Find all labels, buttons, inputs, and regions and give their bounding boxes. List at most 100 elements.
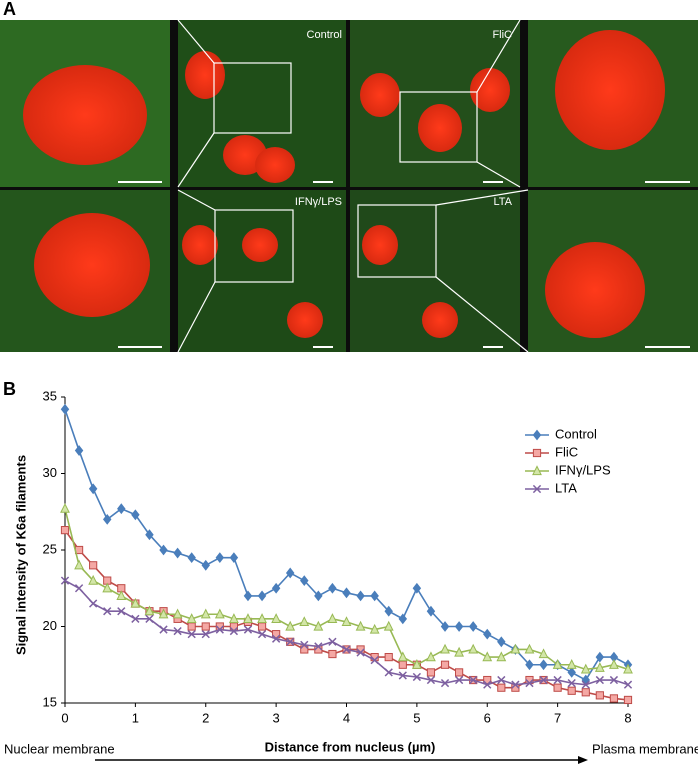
marker: [567, 686, 576, 695]
marker: [187, 630, 196, 639]
marker: [243, 613, 253, 623]
marker: [454, 675, 464, 685]
marker: [131, 614, 140, 623]
marker: [532, 465, 542, 476]
panel-label: A: [3, 0, 16, 19]
marker: [257, 613, 267, 623]
marker: [60, 403, 70, 415]
marker: [102, 582, 113, 593]
marker: [525, 678, 534, 688]
image-label: LTA: [493, 196, 512, 208]
marker: [440, 660, 450, 669]
y-tick-label: 25: [43, 541, 57, 556]
zoom-line: [476, 19, 521, 93]
marker: [201, 559, 210, 571]
marker: [88, 574, 99, 585]
marker: [173, 626, 182, 636]
marker: [243, 590, 253, 602]
marker: [103, 607, 112, 616]
marker: [88, 483, 98, 495]
image-label: Control: [307, 29, 342, 41]
marker: [74, 584, 84, 593]
marker: [117, 607, 126, 616]
marker: [412, 672, 422, 682]
image-label: FliC: [492, 29, 512, 41]
marker: [228, 613, 239, 623]
zoom-line: [177, 19, 215, 64]
marker: [468, 643, 479, 654]
marker: [580, 663, 591, 674]
marker: [145, 614, 154, 623]
marker: [313, 620, 324, 631]
y-axis-title: Signal intensity of K6a filaments: [13, 455, 28, 655]
series-line: [64, 408, 629, 682]
marker: [243, 625, 253, 634]
marker: [483, 680, 492, 689]
marker: [201, 622, 210, 631]
marker: [440, 621, 450, 632]
marker: [482, 651, 493, 662]
marker: [102, 513, 112, 525]
nucleus: [182, 225, 218, 265]
marker: [426, 675, 436, 685]
marker: [455, 668, 464, 677]
zoom-line: [435, 189, 529, 206]
marker: [145, 529, 154, 541]
inset-box: [399, 91, 478, 163]
inset-box: [357, 204, 437, 278]
marker: [341, 616, 352, 627]
legend-label: Control: [555, 426, 597, 441]
marker: [595, 675, 604, 685]
marker: [187, 552, 196, 564]
y-tick-label: 35: [43, 388, 57, 403]
image-label: IFNγ/LPS: [295, 196, 342, 208]
zoom-line: [177, 189, 216, 211]
marker: [327, 613, 338, 623]
marker: [130, 597, 141, 608]
marker: [539, 675, 548, 685]
marker: [483, 628, 492, 640]
marker: [552, 659, 563, 669]
marker: [214, 608, 225, 619]
nucleus: [362, 225, 398, 265]
marker: [131, 509, 140, 521]
nucleus: [422, 302, 458, 338]
x-tick-label: 4: [343, 710, 350, 725]
marker: [384, 653, 393, 662]
marker: [370, 590, 379, 602]
nucleus: [418, 104, 462, 152]
marker: [186, 613, 197, 623]
arrow-head: [578, 756, 588, 764]
marker: [328, 637, 337, 646]
y-tick-label: 30: [43, 465, 57, 480]
marker: [328, 582, 337, 594]
x-tick-label: 3: [273, 710, 280, 725]
marker: [158, 608, 169, 619]
marker: [532, 484, 542, 494]
marker: [468, 621, 478, 632]
marker: [383, 620, 394, 631]
marker: [609, 659, 619, 669]
marker: [539, 659, 548, 671]
marker: [496, 651, 507, 662]
marker: [215, 552, 225, 564]
marker: [440, 678, 450, 688]
marker: [426, 651, 436, 662]
marker: [342, 645, 351, 654]
marker: [566, 659, 577, 669]
nucleus: [470, 68, 510, 112]
marker: [623, 695, 633, 705]
marker: [532, 429, 542, 441]
marker: [609, 694, 619, 703]
legend-label: LTA: [555, 480, 577, 495]
x-tick-label: 7: [554, 710, 561, 725]
marker: [595, 691, 604, 700]
marker: [369, 623, 380, 634]
marker: [229, 552, 239, 564]
inset-box: [213, 62, 292, 134]
marker: [567, 666, 576, 678]
marker: [440, 643, 450, 654]
marker: [411, 659, 422, 669]
marker: [286, 637, 295, 646]
marker: [89, 561, 98, 570]
